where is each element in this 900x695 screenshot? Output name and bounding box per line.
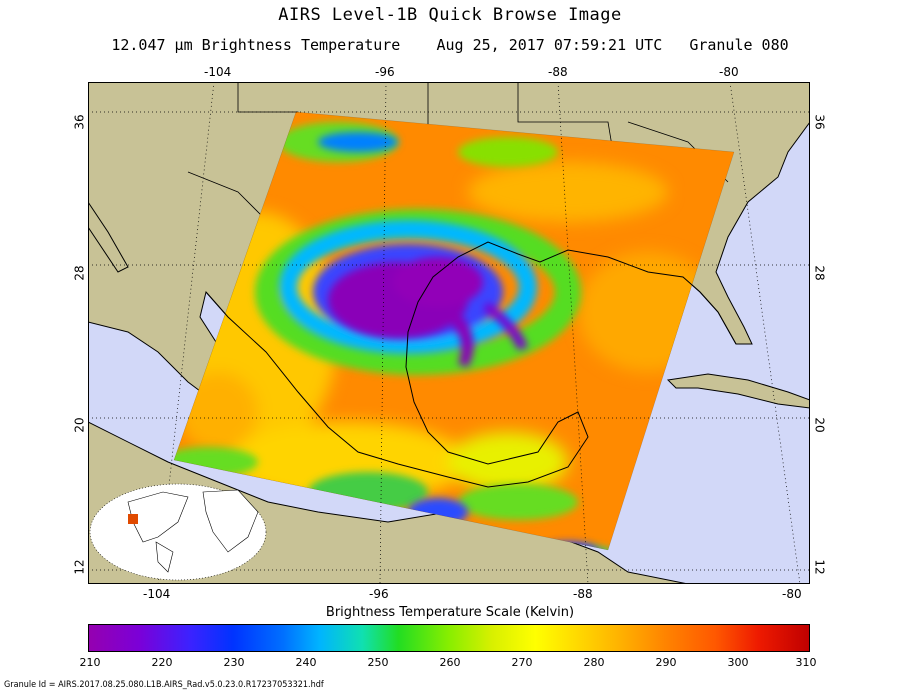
colorbar-tick: 220	[151, 656, 173, 669]
top-lon-label: -80	[719, 65, 739, 79]
right-lat-label: 20	[812, 417, 827, 433]
colorbar-tick: 290	[655, 656, 677, 669]
bottom-lon-label: -80	[782, 587, 802, 601]
colorbar-tick: 270	[511, 656, 533, 669]
colorbar-tick: 210	[79, 656, 101, 669]
right-lat-label: 12	[812, 559, 827, 575]
colorbar-tick: 260	[439, 656, 461, 669]
image-title: AIRS Level-1B Quick Browse Image	[278, 5, 622, 25]
inset-swath-marker	[128, 514, 138, 524]
top-lon-label: -96	[375, 65, 395, 79]
left-lat-label: 36	[72, 114, 87, 130]
bottom-lon-label: -88	[573, 587, 593, 601]
left-lat-label: 28	[72, 265, 87, 281]
granule-id: Granule Id = AIRS.2017.08.25.080.L1B.AIR…	[4, 680, 324, 690]
bottom-lon-label: -104	[143, 587, 171, 601]
colorbar-tick: 240	[295, 656, 317, 669]
colorbar-tick: 300	[727, 656, 749, 669]
scale-title: Brightness Temperature Scale (Kelvin)	[325, 605, 575, 620]
brightness-temperature-map	[88, 82, 810, 584]
top-lon-label: -104	[204, 65, 232, 79]
image-subtitle: 12.047 μm Brightness Temperature Aug 25,…	[111, 36, 789, 54]
left-lat-label: 12	[72, 559, 87, 575]
colorbar-tick: 250	[367, 656, 389, 669]
bottom-lon-label: -96	[369, 587, 389, 601]
temperature-colorbar	[88, 624, 810, 652]
swath-outline	[173, 111, 735, 551]
top-lon-label: -88	[548, 65, 568, 79]
inset-globe	[89, 483, 267, 581]
map-frame	[88, 82, 810, 584]
right-lat-label: 28	[812, 265, 827, 281]
colorbar-tick: 280	[583, 656, 605, 669]
colorbar-tick: 310	[795, 656, 817, 669]
colorbar-tick: 230	[223, 656, 245, 669]
left-lat-label: 20	[72, 417, 87, 433]
coastline	[205, 241, 737, 488]
right-lat-label: 36	[812, 114, 827, 130]
